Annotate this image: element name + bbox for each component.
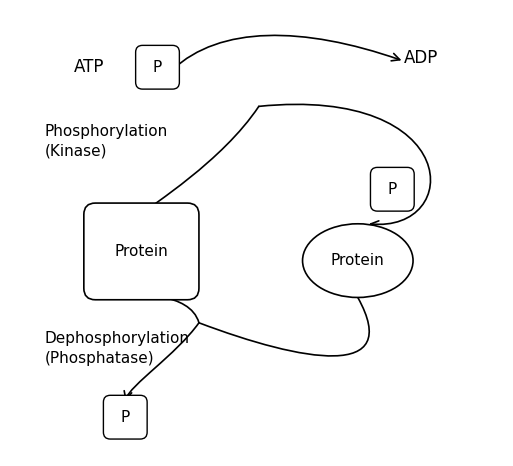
FancyBboxPatch shape xyxy=(370,167,414,211)
Ellipse shape xyxy=(303,224,413,297)
Text: Protein: Protein xyxy=(331,253,385,268)
FancyArrowPatch shape xyxy=(143,106,259,213)
Text: ADP: ADP xyxy=(404,49,438,67)
Text: Dephosphorylation
(Phosphatase): Dephosphorylation (Phosphatase) xyxy=(45,331,190,365)
Text: P: P xyxy=(121,410,130,425)
FancyArrowPatch shape xyxy=(124,323,199,399)
Text: P: P xyxy=(153,60,162,75)
Text: Phosphorylation
(Kinase): Phosphorylation (Kinase) xyxy=(45,123,168,158)
FancyBboxPatch shape xyxy=(84,203,199,300)
FancyBboxPatch shape xyxy=(104,395,147,439)
FancyArrowPatch shape xyxy=(132,289,199,323)
Text: Protein: Protein xyxy=(114,244,168,259)
FancyArrowPatch shape xyxy=(173,35,400,69)
Text: ATP: ATP xyxy=(74,58,105,76)
Text: P: P xyxy=(388,182,397,197)
FancyArrowPatch shape xyxy=(259,104,430,229)
FancyArrowPatch shape xyxy=(199,297,369,356)
FancyBboxPatch shape xyxy=(135,45,180,89)
